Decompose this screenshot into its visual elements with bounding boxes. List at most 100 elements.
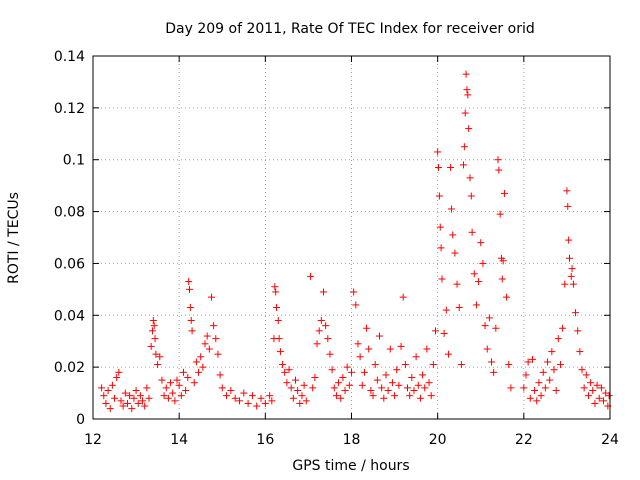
data-point-marker (464, 91, 472, 99)
data-point-marker (531, 386, 539, 394)
data-point-marker (526, 394, 534, 402)
data-point-marker (171, 397, 179, 405)
data-point-marker (363, 324, 371, 332)
data-point-marker (410, 386, 418, 394)
data-point-marker (470, 270, 478, 278)
data-point-marker (358, 381, 366, 389)
data-point-marker (186, 304, 194, 312)
data-point-marker (354, 340, 362, 348)
data-point-marker (481, 322, 489, 330)
data-point-marker (457, 361, 465, 369)
data-point-marker (296, 399, 304, 407)
data-point-marker (218, 384, 226, 392)
x-tick-label: 20 (429, 432, 447, 448)
data-point-marker (438, 275, 446, 283)
data-point-marker (567, 272, 575, 280)
data-point-marker (365, 345, 373, 353)
data-point-marker (326, 350, 334, 358)
data-point-marker (341, 386, 349, 394)
data-point-marker (568, 265, 576, 273)
data-point-marker (352, 301, 360, 309)
data-point-marker (199, 363, 207, 371)
chart-title: Day 209 of 2011, Rate Of TEC Index for r… (165, 21, 534, 37)
data-point-marker (367, 386, 375, 394)
data-point-marker (111, 394, 119, 402)
data-point-marker (465, 125, 473, 133)
data-point-marker (498, 275, 506, 283)
data-point-marker (106, 405, 114, 413)
data-point-marker (412, 353, 420, 361)
y-tick-label: 0.1 (63, 153, 85, 169)
data-point-marker (115, 368, 123, 376)
data-point-marker (541, 384, 549, 392)
data-point-marker (477, 239, 485, 247)
data-point-marker (177, 392, 185, 400)
data-point-marker (600, 397, 608, 405)
data-point-marker (386, 345, 394, 353)
data-point-marker (136, 392, 144, 400)
data-point-marker (205, 345, 213, 353)
x-tick-label: 14 (170, 432, 188, 448)
data-point-marker (244, 399, 252, 407)
data-point-marker (605, 392, 613, 400)
data-point-marker (186, 285, 194, 293)
y-axis-label: ROTI / TECUs (6, 192, 22, 284)
data-point-marker (414, 381, 422, 389)
data-point-marker (212, 335, 220, 343)
data-point-marker (500, 189, 508, 197)
data-point-marker (376, 332, 384, 340)
data-point-marker (253, 402, 261, 410)
y-tick-label: 0.12 (54, 101, 85, 117)
data-point-marker (494, 156, 502, 164)
y-tick-label: 0.14 (54, 49, 85, 65)
data-point-marker (223, 392, 231, 400)
data-point-marker (279, 361, 287, 369)
data-point-marker (141, 402, 149, 410)
data-point-marker (507, 384, 515, 392)
data-point-marker (569, 280, 577, 288)
data-point-marker (257, 394, 265, 402)
data-point-marker (429, 361, 437, 369)
data-point-marker (313, 340, 321, 348)
y-tick-labels: 0 0.02 0.04 0.06 0.08 0.1 0.12 0.14 (54, 49, 85, 428)
data-point-marker (455, 304, 463, 312)
data-point-marker (539, 368, 547, 376)
data-point-marker (360, 368, 368, 376)
data-point-marker (128, 405, 136, 413)
data-point-marker (309, 384, 317, 392)
data-point-marker (294, 386, 302, 394)
data-point-marker (240, 389, 248, 397)
data-point-marker (214, 350, 222, 358)
data-point-marker (582, 371, 590, 379)
data-point-marker (281, 368, 289, 376)
data-point-marker (442, 306, 450, 314)
data-point-marker (156, 353, 164, 361)
data-point-marker (391, 392, 399, 400)
data-point-marker (371, 361, 379, 369)
data-point-marker (462, 70, 470, 78)
data-point-marker (102, 399, 110, 407)
data-point-marker (468, 228, 476, 236)
data-point-marker (408, 374, 416, 382)
data-point-marker (584, 392, 592, 400)
data-point-marker (522, 371, 530, 379)
data-point-marker (460, 143, 468, 151)
data-point-marker (185, 278, 193, 286)
data-point-marker (332, 392, 340, 400)
data-point-marker (467, 192, 475, 200)
data-point-marker (451, 249, 459, 257)
data-point-marker (319, 288, 327, 296)
data-point-marker (152, 350, 160, 358)
data-point-marker (475, 278, 483, 286)
data-point-marker (117, 397, 125, 405)
data-point-marker (272, 288, 280, 296)
axis-ticks (92, 55, 611, 420)
data-point-marker (546, 376, 554, 384)
data-point-marker (248, 392, 256, 400)
data-point-marker (287, 384, 295, 392)
data-point-marker (564, 202, 572, 210)
data-point-marker (535, 379, 543, 387)
data-point-marker (147, 342, 155, 350)
data-point-marker (388, 379, 396, 387)
